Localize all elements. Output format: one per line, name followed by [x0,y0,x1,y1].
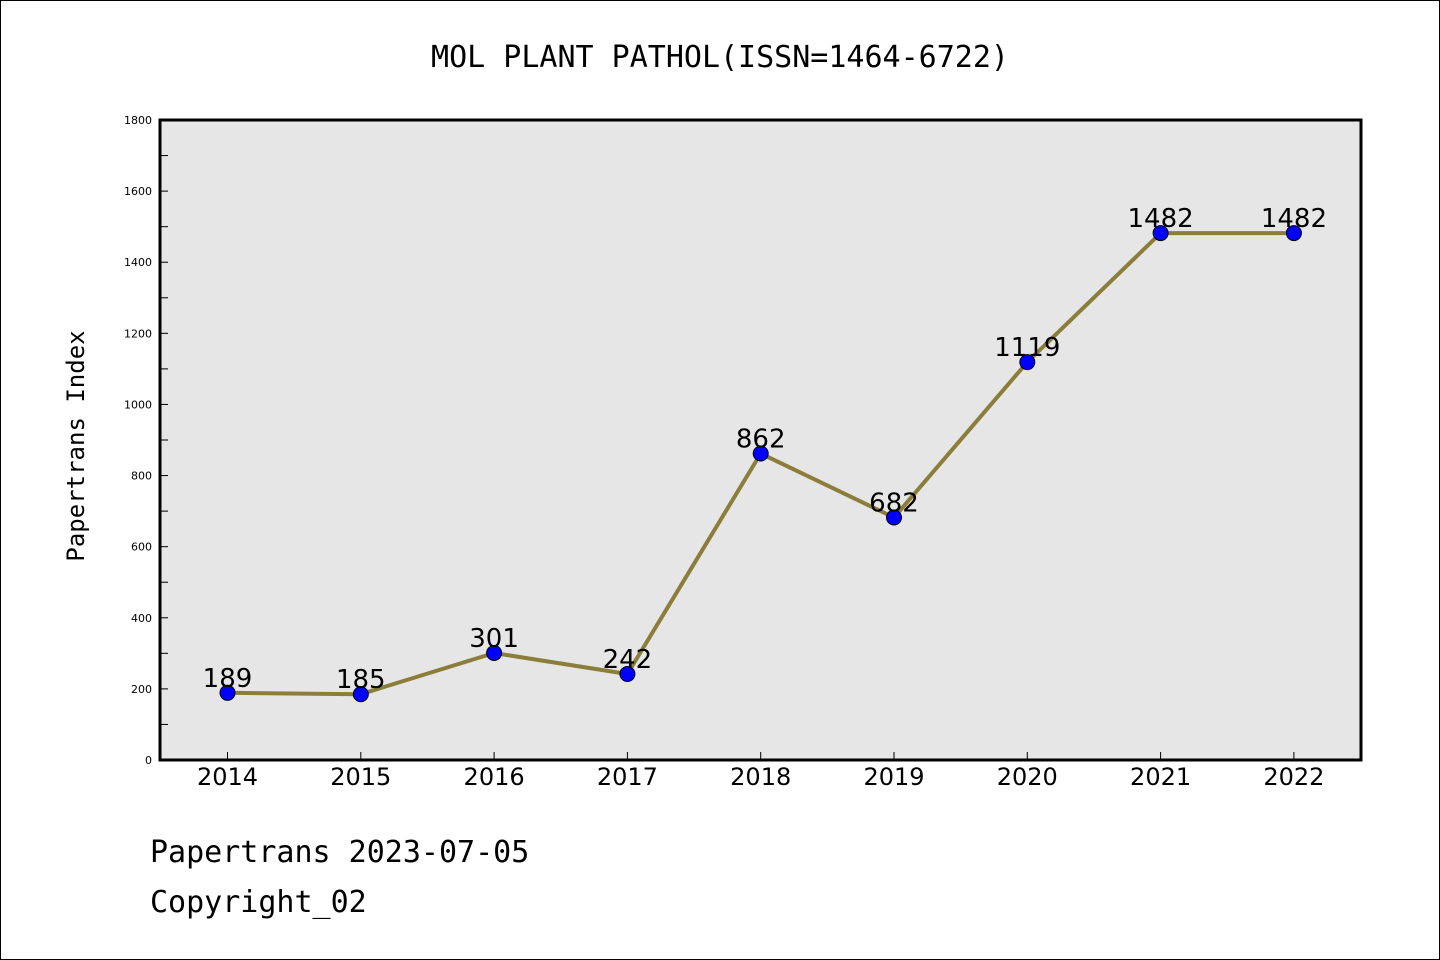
data-label: 1482 [1128,204,1194,234]
series-layer [219,225,1302,703]
y-tick-label: 1800 [124,114,152,127]
y-tick-label: 600 [131,541,152,554]
data-label: 862 [736,425,786,455]
y-tick-label: 1600 [124,185,152,198]
data-labels: 189 185 301 242 862 682 1119 1482 1482 [203,204,1327,695]
y-axis-label: Papertrans Index [62,330,90,561]
footer-copyright: Copyright_02 [150,885,367,920]
x-tick-label: 2018 [730,763,791,791]
data-label: 1119 [994,333,1060,363]
data-point [1019,354,1036,371]
x-tick-label: 2020 [997,763,1058,791]
y-tick-label: 0 [145,754,152,767]
data-label: 185 [336,665,386,695]
data-point [1285,225,1302,242]
y-axis: 0 200 400 600 800 1000 1200 1400 1600 1800 [124,114,168,767]
x-tick-label: 2022 [1263,763,1324,791]
data-point [352,686,369,703]
x-tick-label: 2016 [464,763,525,791]
data-point [886,509,902,526]
data-label: 301 [469,624,519,654]
data-label: 242 [603,645,653,675]
y-tick-label: 1200 [124,327,152,340]
data-point [619,665,636,682]
x-axis: 2014 2015 2016 2017 2018 2019 2020 2021 2022 [197,752,1324,791]
data-point [486,644,503,661]
x-tick-label: 2014 [197,763,258,791]
data-label: 189 [203,664,253,694]
data-point [219,684,236,701]
data-label: 682 [869,489,919,519]
data-label: 1482 [1261,204,1327,234]
y-tick-label: 1400 [124,256,152,269]
x-tick-label: 2019 [863,763,924,791]
data-point [1152,225,1169,242]
y-tick-label: 400 [131,612,152,625]
x-tick-label: 2017 [597,763,658,791]
data-point [752,445,769,462]
chart-title: MOL PLANT PATHOL(ISSN=1464-6722) [431,40,1009,75]
footer-date: Papertrans 2023-07-05 [150,835,530,870]
y-tick-label: 1000 [124,398,152,411]
y-tick-label: 800 [131,470,152,483]
y-tick-label: 200 [131,683,152,696]
x-tick-label: 2021 [1130,763,1191,791]
x-tick-label: 2015 [330,763,391,791]
